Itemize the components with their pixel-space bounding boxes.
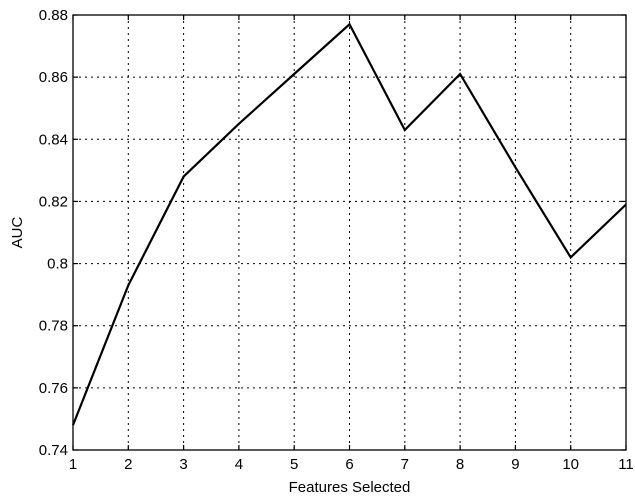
x-tick-label: 3	[179, 456, 187, 473]
x-tick-label: 10	[562, 456, 579, 473]
x-tick-label: 5	[290, 456, 298, 473]
x-tick-label: 8	[456, 456, 464, 473]
x-tick-label: 11	[618, 456, 634, 473]
y-tick-label: 0.82	[39, 193, 68, 210]
axis-ticks	[72, 14, 627, 451]
y-tick-label: 0.78	[39, 318, 68, 335]
y-tick-label: 0.86	[39, 69, 68, 86]
y-axis-label: AUC	[9, 216, 26, 248]
y-tick-label: 0.8	[47, 256, 68, 273]
auc-series-line	[71, 22, 627, 426]
y-tick-label: 0.84	[39, 131, 68, 148]
x-tick-label: 9	[511, 456, 519, 473]
x-tick-labels: 1 2 3 4 5 6 7 8 9 10 11	[69, 456, 634, 473]
x-tick-label: 6	[345, 456, 353, 473]
y-tick-label: 0.88	[39, 7, 68, 24]
y-tick-labels: 0.74 0.76 0.78 0.8 0.82 0.84 0.86 0.88	[39, 7, 68, 459]
x-tick-label: 2	[124, 456, 132, 473]
x-axis-label: Features Selected	[289, 479, 411, 496]
x-tick-label: 1	[69, 456, 77, 473]
y-tick-label: 0.76	[39, 380, 68, 397]
grid-lines	[73, 15, 626, 450]
y-tick-label: 0.74	[39, 442, 68, 459]
x-tick-label: 7	[401, 456, 409, 473]
x-tick-label: 4	[235, 456, 243, 473]
